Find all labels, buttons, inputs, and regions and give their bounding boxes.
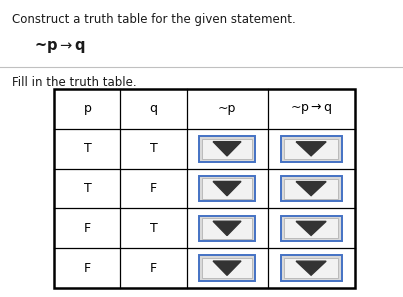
Text: ~p: ~p bbox=[218, 102, 236, 116]
Text: ~p$\rightarrow$q: ~p$\rightarrow$q bbox=[290, 102, 332, 116]
Bar bbox=[280, 176, 342, 201]
Polygon shape bbox=[213, 221, 241, 236]
Bar bbox=[284, 258, 338, 278]
Bar bbox=[202, 218, 252, 238]
Text: F: F bbox=[150, 262, 157, 275]
Text: T: T bbox=[150, 142, 157, 155]
Bar bbox=[284, 139, 338, 159]
Text: F: F bbox=[84, 262, 91, 275]
Text: p: p bbox=[83, 102, 91, 116]
Text: q: q bbox=[150, 102, 158, 116]
Bar bbox=[202, 139, 252, 159]
Bar bbox=[284, 178, 338, 199]
Polygon shape bbox=[213, 261, 241, 275]
Polygon shape bbox=[296, 261, 326, 275]
Text: F: F bbox=[84, 222, 91, 235]
Polygon shape bbox=[213, 142, 241, 156]
Text: T: T bbox=[83, 142, 91, 155]
Bar bbox=[280, 216, 342, 241]
Text: Construct a truth table for the given statement.: Construct a truth table for the given st… bbox=[12, 13, 296, 26]
Bar bbox=[202, 178, 252, 199]
Text: T: T bbox=[150, 222, 157, 235]
Text: ~p$\rightarrow$q: ~p$\rightarrow$q bbox=[34, 39, 86, 55]
Polygon shape bbox=[296, 142, 326, 156]
Polygon shape bbox=[296, 221, 326, 236]
Bar bbox=[199, 136, 256, 162]
Bar bbox=[199, 255, 256, 281]
Bar bbox=[280, 255, 342, 281]
Text: T: T bbox=[83, 182, 91, 195]
Bar bbox=[199, 216, 256, 241]
Bar bbox=[54, 89, 355, 288]
Polygon shape bbox=[296, 181, 326, 196]
Bar bbox=[284, 218, 338, 238]
Text: Fill in the truth table.: Fill in the truth table. bbox=[12, 76, 137, 89]
Polygon shape bbox=[213, 181, 241, 196]
Bar bbox=[199, 176, 256, 201]
Text: F: F bbox=[150, 182, 157, 195]
Bar bbox=[280, 136, 342, 162]
Bar bbox=[202, 258, 252, 278]
